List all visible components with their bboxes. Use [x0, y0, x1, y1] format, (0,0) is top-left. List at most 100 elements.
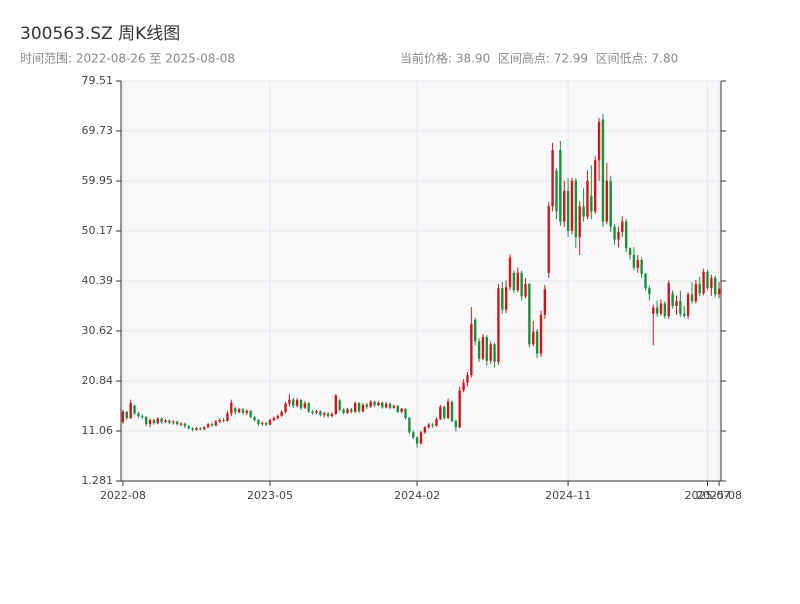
- candle-body: [133, 405, 136, 414]
- candle-body: [648, 288, 651, 295]
- candle-body: [210, 424, 214, 426]
- candle-body: [516, 272, 519, 291]
- candle-body: [214, 421, 218, 426]
- candle-body: [702, 271, 705, 294]
- candle-body: [605, 180, 609, 222]
- y-tick-label: 79.51: [82, 74, 114, 87]
- candle-body: [299, 400, 303, 408]
- candle-body: [272, 418, 276, 421]
- candle-body: [257, 420, 260, 425]
- candle-body: [686, 294, 690, 316]
- candle-body: [694, 284, 698, 302]
- candle-body: [230, 402, 233, 414]
- candle-body: [582, 206, 585, 217]
- candle-body: [481, 337, 485, 359]
- candle-body: [392, 405, 396, 408]
- candle-body: [129, 403, 132, 419]
- candle-body: [690, 294, 694, 302]
- candle-body: [206, 424, 210, 428]
- candle-body: [508, 257, 512, 288]
- candle-body: [710, 277, 713, 289]
- candle-body: [195, 428, 198, 430]
- candle-body: [148, 420, 152, 425]
- candle-body: [504, 287, 508, 310]
- y-tick-label: 50.17: [82, 224, 114, 237]
- candle-body: [175, 421, 179, 425]
- candle-body: [342, 409, 345, 413]
- candle-body: [357, 403, 361, 412]
- candles: [121, 114, 721, 448]
- candle-body: [574, 180, 578, 238]
- candle-body: [191, 428, 194, 430]
- candle-body: [609, 180, 612, 227]
- candle-body: [547, 206, 550, 273]
- candle-body: [528, 284, 531, 345]
- candle-body: [566, 190, 570, 231]
- y-tick-label: 69.73: [82, 124, 114, 137]
- candle-body: [559, 150, 562, 222]
- candle-body: [419, 432, 423, 444]
- candle-body: [264, 423, 268, 425]
- candle-body: [586, 180, 589, 217]
- candle-body: [501, 288, 504, 310]
- candle-body: [532, 331, 535, 345]
- candle-body: [570, 180, 574, 231]
- candle-body: [717, 288, 721, 295]
- candle-body: [539, 314, 543, 354]
- candle-body: [338, 400, 341, 410]
- candle-body: [373, 401, 376, 406]
- candle-body: [435, 419, 438, 426]
- candle-body: [346, 409, 349, 413]
- candle-body: [137, 413, 140, 416]
- candle-body: [655, 307, 659, 314]
- candle-body: [330, 413, 334, 416]
- candle-body: [179, 423, 183, 425]
- candle-body: [315, 411, 318, 413]
- candle-body: [141, 415, 144, 417]
- candle-body: [535, 331, 539, 354]
- candle-body: [253, 416, 256, 421]
- candle-body: [334, 395, 338, 414]
- candle-body: [652, 307, 655, 314]
- y-tick-label: 30.62: [82, 324, 114, 337]
- candle-body: [369, 401, 372, 407]
- candle-body: [493, 344, 496, 362]
- candle-body: [462, 382, 465, 391]
- candle-body: [284, 403, 287, 412]
- candle-body: [187, 426, 190, 429]
- candle-body: [218, 420, 221, 422]
- candle-body: [319, 411, 322, 415]
- candle-body: [597, 121, 601, 161]
- x-tick-label: 2023-05: [247, 489, 293, 502]
- x-tick-label: 2024-02: [394, 489, 440, 502]
- candle-body: [683, 313, 686, 316]
- chart-title: 300563.SZ 周K线图: [20, 24, 180, 44]
- candle-body: [706, 271, 709, 289]
- candle-body: [632, 254, 636, 268]
- candle-body: [617, 231, 620, 240]
- candle-body: [454, 421, 458, 428]
- candle-body: [384, 403, 388, 408]
- y-tick-label: 20.84: [82, 374, 114, 387]
- candle-body: [295, 400, 299, 406]
- y-tick-label: 11.06: [82, 424, 114, 437]
- x-tick-label: 2025-08: [696, 489, 742, 502]
- candle-body: [671, 293, 674, 307]
- candle-body: [237, 409, 241, 412]
- x-tick-label: 2022-08: [100, 489, 146, 502]
- chart-annotation: 当前价格: 38.90 区间高点: 72.99 区间低点: 7.80: [400, 51, 678, 66]
- candle-body: [361, 404, 365, 412]
- candle-body: [512, 272, 516, 291]
- candle-body: [466, 375, 469, 383]
- candle-body: [144, 416, 148, 425]
- candle-body: [183, 423, 187, 427]
- candle-body: [628, 248, 632, 255]
- candle-body: [226, 413, 229, 422]
- candle-body: [555, 170, 558, 212]
- candle-body: [470, 323, 473, 376]
- candle-body: [152, 420, 156, 424]
- candle-body: [249, 410, 252, 417]
- candle-body: [446, 401, 450, 419]
- candle-body: [713, 277, 717, 295]
